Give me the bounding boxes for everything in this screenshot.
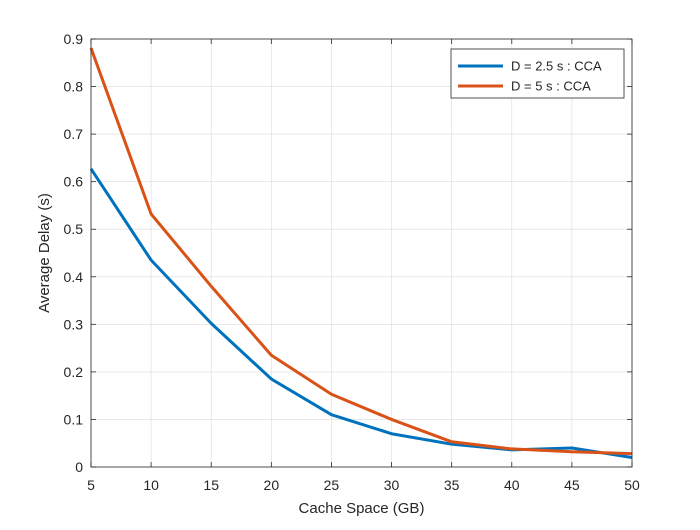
x-axis-label: Cache Space (GB) (299, 500, 425, 517)
legend-label-series-1: D = 2.5 s : CCA (511, 59, 602, 74)
y-tick-label: 0.8 (64, 79, 84, 95)
x-tick-label: 5 (87, 477, 95, 493)
y-tick-label: 0.3 (64, 316, 84, 332)
x-tick-label: 45 (564, 477, 580, 493)
x-tick-label: 20 (264, 477, 280, 493)
series-line-2 (89, 47, 633, 456)
x-tick-label: 50 (624, 477, 640, 493)
x-tick-label: 35 (444, 477, 460, 493)
legend-box (450, 48, 625, 99)
x-tick-label: 10 (143, 477, 159, 493)
y-tick-label: 0.4 (64, 269, 84, 285)
y-axis-label: Average Delay (s) (36, 193, 53, 313)
legend-label-series-2: D = 5 s : CCA (511, 79, 591, 94)
tick-marks (90, 38, 633, 468)
series-group (89, 47, 633, 459)
x-tick-label: 15 (203, 477, 219, 493)
y-tick-label: 0.9 (64, 31, 84, 47)
x-tick-label: 25 (324, 477, 340, 493)
y-tick-label: 0.1 (64, 411, 84, 427)
plot-frame (90, 38, 633, 468)
y-tick-label: 0 (75, 459, 83, 475)
y-tick-label: 0.6 (64, 174, 84, 190)
x-tick-label: 30 (384, 477, 400, 493)
y-tick-label: 0.7 (64, 126, 84, 142)
legend: D = 2.5 s : CCA D = 5 s : CCA (450, 48, 625, 99)
y-tick-label: 0.2 (64, 364, 84, 380)
y-tick-label: 0.5 (64, 221, 84, 237)
x-tick-label: 40 (504, 477, 520, 493)
tick-labels: 5 10 15 20 25 30 35 40 45 50 0 0.1 0.2 0.3 0.4 0.5 0.6 0.… (64, 31, 640, 493)
plot-area (91, 39, 632, 467)
